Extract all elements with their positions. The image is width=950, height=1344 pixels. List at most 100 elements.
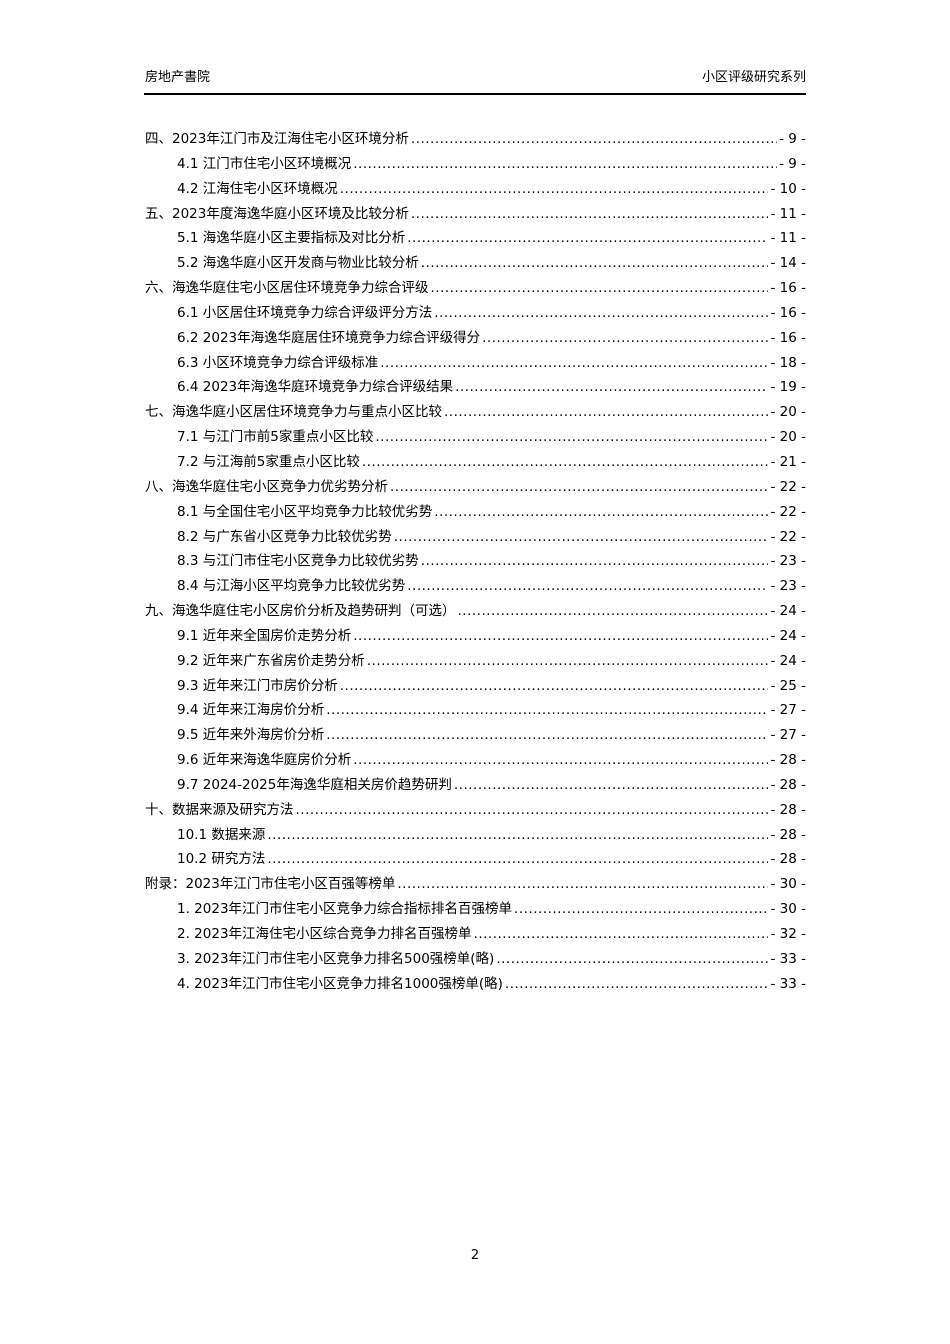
toc-title: 8.2 与广东省小区竞争力比较优劣势 xyxy=(177,528,392,545)
toc-entry[interactable]: 七、海逸华庭小区居住环境竞争力与重点小区比较 - 20 - xyxy=(145,400,806,425)
toc-page: - 32 - xyxy=(770,926,806,942)
toc-leader xyxy=(394,529,769,545)
toc-entry[interactable]: 5.2 海逸华庭小区开发商与物业比较分析 - 14 - xyxy=(145,251,806,276)
toc-leader xyxy=(326,702,768,718)
toc-entry[interactable]: 8.4 与江海小区平均竞争力比较优劣势 - 23 - xyxy=(145,574,806,599)
toc-title: 10.1 数据来源 xyxy=(177,826,266,843)
toc-page: - 30 - xyxy=(770,901,806,918)
toc-leader xyxy=(340,678,769,694)
toc-leader xyxy=(407,230,768,246)
toc-entry[interactable]: 8.2 与广东省小区竞争力比较优劣势 - 22 - xyxy=(145,525,806,550)
toc-entry[interactable]: 9.7 2024-2025年海逸华庭相关房价趋势研判 - 28 - xyxy=(145,773,806,798)
toc-title: 十、数据来源及研究方法 xyxy=(145,801,294,818)
toc-page: - 22 - xyxy=(770,503,806,520)
toc-entry[interactable]: 8.1 与全国住宅小区平均竞争力比较优劣势 - 22 - xyxy=(145,500,806,525)
toc-title: 附录：2023年江门市住宅小区百强等榜单 xyxy=(145,876,396,893)
toc-title: 6.2 2023年海逸华庭居住环境竞争力综合评级得分 xyxy=(177,329,481,346)
toc-leader xyxy=(267,851,768,867)
toc-leader xyxy=(505,976,769,992)
toc-entry[interactable]: 4. 2023年江门市住宅小区竞争力排名1000强榜单(略) - 33 - xyxy=(145,972,806,997)
toc-page: - 11 - xyxy=(770,230,806,247)
toc-title: 六、海逸华庭住宅小区居住环境竞争力综合评级 xyxy=(145,280,429,297)
toc-leader xyxy=(455,379,768,395)
toc-title: 5.1 海逸华庭小区主要指标及对比分析 xyxy=(177,230,406,247)
toc-leader xyxy=(411,206,769,222)
toc-page: - 19 - xyxy=(770,379,806,396)
toc-title: 2. 2023年江海住宅小区综合竞争力排名百强榜单 xyxy=(177,926,472,942)
toc-entry[interactable]: 10.2 研究方法 - 28 - xyxy=(145,847,806,872)
toc-page: - 23 - xyxy=(770,578,806,595)
toc-entry[interactable]: 8.3 与江门市住宅小区竞争力比较优劣势 - 23 - xyxy=(145,549,806,574)
toc-page: - 9 - xyxy=(779,155,806,172)
toc-title: 6.3 小区环境竞争力综合评级标准 xyxy=(177,354,379,371)
toc-title: 10.2 研究方法 xyxy=(177,851,266,868)
toc-leader xyxy=(421,255,769,271)
toc-leader xyxy=(380,355,768,371)
header-right: 小区评级研究系列 xyxy=(701,70,806,85)
toc-entry[interactable]: 四、2023年江门市及江海住宅小区环境分析 - 9 - xyxy=(145,127,806,152)
table-of-contents: 四、2023年江门市及江海住宅小区环境分析- 9 -4.1 江门市住宅小区环境概… xyxy=(145,127,806,997)
header-left: 房地产書院 xyxy=(145,70,211,85)
toc-page: - 33 - xyxy=(770,950,806,967)
toc-page: - 11 - xyxy=(770,205,806,222)
toc-entry[interactable]: 6.4 2023年海逸华庭环境竞争力综合评级结果 - 19 - xyxy=(145,375,806,400)
toc-entry[interactable]: 9.2 近年来广东省房价走势分析 - 24 - xyxy=(145,649,806,674)
toc-leader xyxy=(267,827,768,843)
toc-entry[interactable]: 5.1 海逸华庭小区主要指标及对比分析 - 11 - xyxy=(145,226,806,251)
toc-entry[interactable]: 3. 2023年江门市住宅小区竞争力排名500强榜单(略) - 33 - xyxy=(145,947,806,972)
toc-page: - 22 - xyxy=(770,528,806,545)
toc-title: 五、2023年度海逸华庭小区环境及比较分析 xyxy=(145,205,409,222)
toc-page: - 27 - xyxy=(770,702,806,719)
toc-entry[interactable]: 2. 2023年江海住宅小区综合竞争力排名百强榜单 - 32 - xyxy=(145,922,806,947)
toc-leader xyxy=(434,305,768,321)
toc-entry[interactable]: 7.2 与江海前5家重点小区比较 - 21 - xyxy=(145,450,806,475)
toc-leader xyxy=(353,156,777,172)
toc-entry[interactable]: 6.3 小区环境竞争力综合评级标准 - 18 - xyxy=(145,351,806,376)
toc-title: 7.2 与江海前5家重点小区比较 xyxy=(177,453,360,470)
toc-entry[interactable]: 7.1 与江门市前5家重点小区比较 - 20 - xyxy=(145,425,806,450)
toc-leader xyxy=(458,603,769,619)
toc-entry[interactable]: 6.1 小区居住环境竞争力综合评级评分方法 - 16 - xyxy=(145,301,806,326)
toc-entry[interactable]: 九、海逸华庭住宅小区房价分析及趋势研判（可选） - 24 - xyxy=(145,599,806,624)
toc-entry[interactable]: 1. 2023年江门市住宅小区竞争力综合指标排名百强榜单 - 30 - xyxy=(145,897,806,922)
toc-page: - 23 - xyxy=(770,553,806,570)
toc-leader xyxy=(434,504,768,520)
toc-title: 1. 2023年江门市住宅小区竞争力综合指标排名百强榜单 xyxy=(177,901,513,918)
toc-entry[interactable]: 9.1 近年来全国房价走势分析 - 24 - xyxy=(145,624,806,649)
toc-title: 八、海逸华庭住宅小区竞争力优劣势分析 xyxy=(145,478,388,495)
toc-title: 9.3 近年来江门市房价分析 xyxy=(177,677,338,694)
toc-entry[interactable]: 9.5 近年来外海房价分析 - 27 - xyxy=(145,723,806,748)
toc-entry[interactable]: 六、海逸华庭住宅小区居住环境竞争力综合评级 - 16 - xyxy=(145,276,806,301)
toc-entry[interactable]: 6.2 2023年海逸华庭居住环境竞争力综合评级得分 - 16 - xyxy=(145,326,806,351)
toc-page: - 28 - xyxy=(770,851,806,868)
toc-title: 9.2 近年来广东省房价走势分析 xyxy=(177,652,365,669)
toc-entry[interactable]: 9.4 近年来江海房价分析 - 27 - xyxy=(145,698,806,723)
toc-entry[interactable]: 附录：2023年江门市住宅小区百强等榜单 - 30 - xyxy=(145,872,806,897)
toc-entry[interactable]: 五、2023年度海逸华庭小区环境及比较分析 - 11 - xyxy=(145,202,806,227)
toc-page: - 24 - xyxy=(770,627,806,644)
toc-page: - 20 - xyxy=(770,404,806,421)
toc-title: 8.3 与江门市住宅小区竞争力比较优劣势 xyxy=(177,553,419,570)
toc-entry[interactable]: 八、海逸华庭住宅小区竞争力优劣势分析 - 22 - xyxy=(145,475,806,500)
toc-title: 七、海逸华庭小区居住环境竞争力与重点小区比较 xyxy=(145,404,442,421)
toc-page: - 24 - xyxy=(770,652,806,669)
toc-leader xyxy=(496,951,768,967)
toc-leader xyxy=(296,802,769,818)
toc-entry[interactable]: 10.1 数据来源 - 28 - xyxy=(145,823,806,848)
toc-entry[interactable]: 4.2 江海住宅小区环境概况 - 10 - xyxy=(145,177,806,202)
toc-leader xyxy=(353,752,768,768)
toc-leader xyxy=(411,131,777,147)
toc-leader xyxy=(326,727,768,743)
toc-leader xyxy=(375,429,768,445)
toc-leader xyxy=(407,578,768,594)
toc-page: - 21 - xyxy=(770,453,806,470)
toc-entry[interactable]: 4.1 江门市住宅小区环境概况 - 9 - xyxy=(145,152,806,177)
toc-entry[interactable]: 9.6 近年来海逸华庭房价分析 - 28 - xyxy=(145,748,806,773)
toc-entry[interactable]: 9.3 近年来江门市房价分析 - 25 - xyxy=(145,674,806,699)
toc-entry[interactable]: 十、数据来源及研究方法 - 28 - xyxy=(145,798,806,823)
toc-leader xyxy=(431,280,769,296)
toc-page: - 28 - xyxy=(770,752,806,769)
toc-title: 5.2 海逸华庭小区开发商与物业比较分析 xyxy=(177,255,419,272)
toc-page: - 24 - xyxy=(770,603,806,620)
toc-page: - 14 - xyxy=(770,255,806,272)
